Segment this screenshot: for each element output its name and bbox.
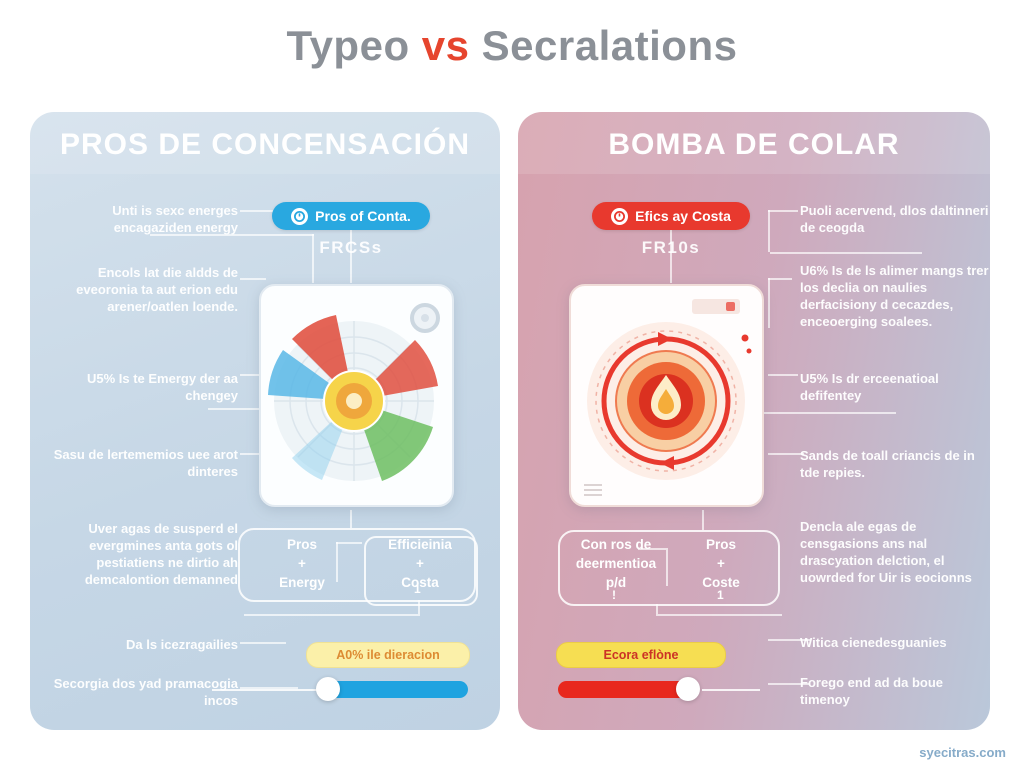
annotation-text: Unti is sexc energes encagaziden energy: [112, 203, 238, 236]
connector-line: [240, 687, 298, 689]
connector-line: [150, 234, 314, 236]
comparison-box: [558, 530, 780, 606]
comparison-box: [238, 528, 476, 602]
left-panel-title: PROS DE CONCENSACIÓN: [59, 128, 471, 161]
rotation-arrow-icon: [660, 456, 674, 470]
page-title: Typeo vs Secralations: [0, 22, 1024, 70]
connector-line: [768, 210, 770, 252]
comparison-col-pros: Pros + Coste: [702, 537, 740, 590]
connector-line: [768, 639, 810, 641]
slider-knob: [676, 677, 700, 701]
annotation-text: Witica cienedesguanies: [800, 635, 947, 650]
annotation-text: Sasu de lertememios uee arot dinteres: [53, 447, 238, 480]
model-label: FR10s: [641, 238, 701, 257]
annotation-text: Dencla ale egas de censgasions ans nal d…: [800, 519, 972, 586]
annotation-text: Secorgia dos yad pramacogia incos: [53, 676, 238, 709]
connector-line: [768, 453, 804, 455]
title-left: Typeo: [286, 22, 410, 69]
connector-line: [768, 210, 798, 212]
rotation-arrow-icon: [658, 332, 672, 346]
pros-badge-label: Pros of Conta.: [315, 208, 411, 224]
connector-line: [746, 412, 896, 414]
title-right: Secralations: [481, 22, 738, 69]
connector-line: [240, 642, 286, 644]
model-label: FRCSs: [319, 238, 383, 257]
vent-grille: [584, 484, 602, 496]
annotation-text: Sands de toall criancis de in tde repies…: [800, 448, 975, 481]
footnote-marker: 1: [717, 588, 724, 602]
clock-icon: [611, 207, 629, 225]
slider-line: [702, 689, 760, 691]
annotation-text: Encols lat die aldds de eveoronia ta aut…: [76, 265, 238, 315]
connector-line: [418, 600, 420, 614]
slider-track: [558, 681, 698, 698]
comparison-col-cost: Con ros de deermentioa p/d: [575, 537, 657, 590]
right-panel-header-band: [518, 112, 990, 174]
connector-line: [336, 542, 362, 544]
clock-icon: [291, 207, 309, 225]
connector-line: [768, 683, 810, 685]
connector-line: [768, 374, 798, 376]
annotation-text: U6% Is de ls alimer mangs trer los decli…: [800, 263, 989, 330]
right-panel: BOMBA DE COLAR Puoli acervend, dlos dalt…: [518, 112, 990, 730]
watermark: syecitras.com: [919, 745, 1006, 760]
duration-pill: A0% ile dieracion: [306, 642, 470, 668]
pros-badge: Pros of Conta.: [272, 202, 430, 230]
annotation-text: U5% Is te Emergy der aa chengey: [86, 371, 238, 404]
connector-line: [768, 278, 770, 328]
connector-line: [702, 510, 704, 530]
title-vs: vs: [421, 22, 470, 69]
connector-line: [770, 252, 922, 254]
connector-line: [350, 230, 352, 283]
connector-line: [768, 278, 792, 280]
washing-machine-illustration: [259, 284, 454, 507]
connector-line: [244, 614, 420, 616]
connector-line: [656, 614, 782, 616]
footnote-marker: 1: [414, 582, 421, 596]
connector-line: [336, 542, 338, 582]
annotation-text: Da ls icezragailies: [125, 637, 238, 652]
cost-badge: Efics ay Costa: [592, 202, 750, 230]
connector-line: [666, 548, 668, 586]
connector-line: [208, 408, 278, 410]
slider-track: [328, 681, 468, 698]
connector-line: [656, 604, 658, 614]
comparison-col-efficiency: Efficieinia + Costa: [388, 537, 452, 590]
left-panel-header-band: [30, 112, 500, 174]
connector-line: [638, 548, 666, 550]
connector-line: [240, 278, 266, 280]
slider-line: [212, 689, 320, 691]
left-panel: PROS DE CONCENSACIÓN Unti is sexc energe…: [30, 112, 500, 730]
connector-line: [240, 210, 276, 212]
connector-line: [350, 510, 352, 528]
connector-line: [670, 230, 672, 283]
annotation-text: Forego end ad da boue timenoy: [800, 675, 944, 708]
annotation-text: Uver agas de susperd el evergmines anta …: [84, 521, 238, 588]
comparison-box-inner: [364, 536, 478, 606]
comparison-col-pros: Pros + Energy: [279, 537, 325, 590]
cost-badge-label: Efics ay Costa: [635, 208, 731, 224]
annotation-text: U5% Is dr erceenatioal defifentey: [800, 371, 939, 404]
slider-knob: [316, 677, 340, 701]
footnote-marker: !: [612, 588, 616, 602]
efficiency-pill: Ecora eflòne: [556, 642, 726, 668]
connector-line: [240, 374, 276, 376]
annotation-text: Puoli acervend, dlos daltinneri de ceogd…: [800, 203, 989, 236]
right-panel-title: BOMBA DE COLAR: [608, 128, 900, 161]
connector-line: [312, 234, 314, 283]
washing-machine-illustration: [569, 284, 764, 507]
